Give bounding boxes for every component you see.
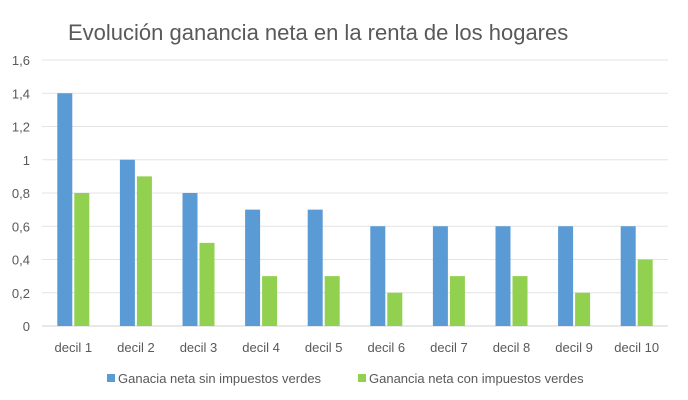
bar-con-8 <box>512 276 528 326</box>
bar-sin-3 <box>182 193 198 326</box>
bar-sin-8 <box>495 226 511 326</box>
y-tick-label: 0,8 <box>12 186 30 201</box>
bars <box>57 93 653 326</box>
chart-title: Evolución ganancia neta en la renta de l… <box>68 20 568 45</box>
x-tick-label: decil 7 <box>430 340 468 355</box>
y-tick-label: 0,6 <box>12 219 30 234</box>
x-axis: decil 1 decil 2 decil 3 decil 4 decil 5 decil… <box>55 340 660 355</box>
x-tick-label: decil 8 <box>493 340 531 355</box>
legend-label: Ganacia neta sin impuestos verdes <box>118 371 322 386</box>
legend: Ganacia neta sin impuestos verdes Gananci… <box>107 371 584 386</box>
legend-swatch <box>107 374 115 382</box>
bar-sin-9 <box>558 226 574 326</box>
bar-con-9 <box>575 292 591 326</box>
bar-con-10 <box>637 259 653 326</box>
bar-con-1 <box>74 193 90 326</box>
y-tick-label: 1,4 <box>12 86 30 101</box>
legend-swatch <box>358 374 366 382</box>
bar-sin-10 <box>620 226 636 326</box>
bar-sin-7 <box>432 226 448 326</box>
y-tick-label: 1 <box>23 153 30 168</box>
y-tick-label: 0,2 <box>12 286 30 301</box>
y-tick-label: 1,2 <box>12 120 30 135</box>
x-tick-label: decil 9 <box>555 340 593 355</box>
bar-sin-2 <box>119 159 135 326</box>
gridlines <box>42 59 668 327</box>
legend-label: Ganancia neta con impuestos verdes <box>369 371 584 386</box>
x-tick-label: decil 5 <box>305 340 343 355</box>
bar-con-2 <box>136 176 152 326</box>
bar-con-3 <box>199 242 215 326</box>
bar-sin-1 <box>57 93 73 326</box>
x-tick-label: decil 1 <box>55 340 93 355</box>
x-tick-label: decil 3 <box>180 340 218 355</box>
y-tick-label: 1,6 <box>12 53 30 68</box>
x-tick-label: decil 2 <box>117 340 155 355</box>
y-tick-label: 0,4 <box>12 253 30 268</box>
x-tick-label: decil 4 <box>242 340 280 355</box>
bar-con-7 <box>449 276 465 326</box>
bar-con-6 <box>387 292 403 326</box>
x-tick-label: decil 10 <box>614 340 659 355</box>
bar-sin-5 <box>307 209 323 326</box>
y-tick-label: 0 <box>23 319 30 334</box>
bar-con-4 <box>262 276 278 326</box>
bar-sin-4 <box>245 209 261 326</box>
y-axis: 0 0,2 0,4 0,6 0,8 1 1,2 1,4 1,6 <box>12 53 30 334</box>
bar-sin-6 <box>370 226 386 326</box>
bar-con-5 <box>324 276 340 326</box>
x-tick-label: decil 6 <box>368 340 406 355</box>
